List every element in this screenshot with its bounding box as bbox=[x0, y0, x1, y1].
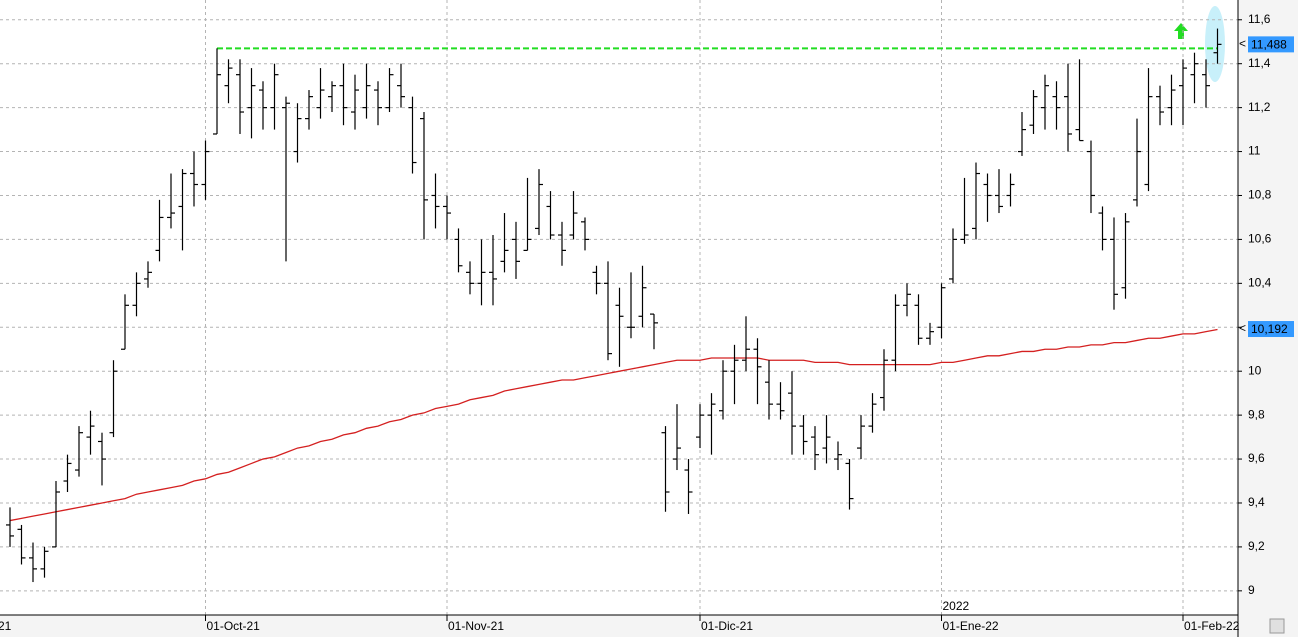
y-tick-label: 9,2 bbox=[1248, 539, 1265, 553]
y-tick-label: 9 bbox=[1248, 583, 1255, 597]
moving-average bbox=[9, 328, 1218, 522]
price-tag-box bbox=[1248, 321, 1294, 338]
price-tag-label: 11,488 bbox=[1251, 38, 1287, 52]
y-tick-label: 10,6 bbox=[1248, 232, 1272, 246]
y-tick-label: 11,2 bbox=[1248, 100, 1271, 114]
y-tick-label: 11,6 bbox=[1248, 12, 1271, 26]
highlight-ellipse bbox=[1205, 6, 1225, 82]
price-tag-box bbox=[1248, 36, 1294, 53]
y-tick-label: 9,8 bbox=[1248, 407, 1265, 421]
x-tick-label: 01-Ene-22 bbox=[943, 619, 999, 633]
y-tick-label: 11,4 bbox=[1248, 56, 1271, 70]
y-tick-label: 10,8 bbox=[1248, 188, 1272, 202]
up-arrow bbox=[1174, 23, 1188, 39]
x-tick-label: 01-Feb-22 bbox=[1184, 619, 1240, 633]
x-tick-label: 21 bbox=[0, 619, 12, 633]
x-axis-panel bbox=[0, 615, 1298, 637]
y-tick-label: 11 bbox=[1248, 144, 1261, 158]
corner-icon[interactable] bbox=[1269, 618, 1285, 634]
price-tag-pointer: < bbox=[1239, 37, 1246, 51]
year-label: 2022 bbox=[943, 599, 970, 613]
y-axis-panel bbox=[1238, 0, 1298, 637]
y-tick-label: 9,4 bbox=[1248, 495, 1265, 509]
price-tag-label: 10,192 bbox=[1251, 322, 1288, 336]
x-tick-label: 01-Dic-21 bbox=[701, 619, 753, 633]
y-tick-label: 10 bbox=[1248, 363, 1262, 377]
y-tick-label: 10,4 bbox=[1248, 276, 1272, 290]
price-tag-pointer: < bbox=[1239, 321, 1246, 335]
y-tick-label: 9,6 bbox=[1248, 451, 1265, 465]
x-tick-label: 01-Nov-21 bbox=[448, 619, 504, 633]
x-tick-label: 01-Oct-21 bbox=[207, 619, 261, 633]
